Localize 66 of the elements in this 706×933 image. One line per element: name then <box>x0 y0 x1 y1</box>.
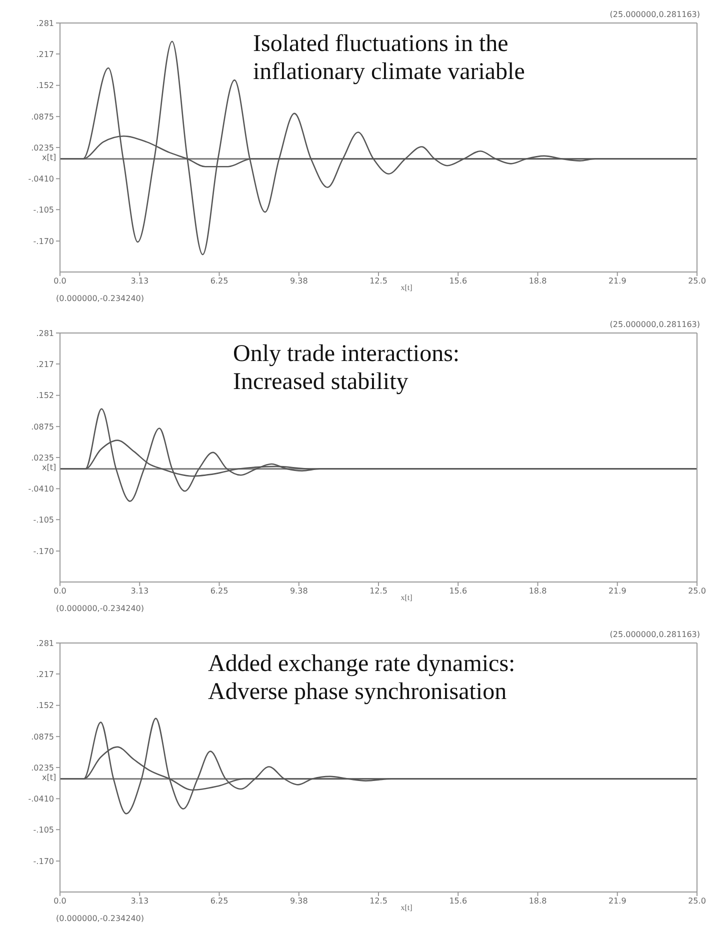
text: (25.000000,0.281163) <box>610 320 700 329</box>
x-tick-label: 9.38 <box>290 586 308 596</box>
x-tick-label: 18.8 <box>528 276 547 286</box>
x-tick-label: 0.0 <box>54 896 66 906</box>
text: Only trade interactions: Increased stability <box>233 340 460 396</box>
x-tick-label: 15.6 <box>449 896 468 906</box>
x-tick-label: 9.38 <box>290 276 308 286</box>
y-tick-label: -.105 <box>33 825 54 834</box>
x-tick-label: 3.13 <box>130 896 149 906</box>
text: Added exchange rate dynamics: Adverse phase synchronisation <box>208 650 516 706</box>
y-tick-label: -.170 <box>33 856 54 866</box>
x-tick-label: 25.0 <box>688 276 706 286</box>
x-axis-title: x[t] <box>400 903 413 912</box>
y-tick-label: .152 <box>36 81 54 90</box>
y-tick-label: .217 <box>36 670 54 679</box>
x-tick-label: 12.5 <box>370 896 388 906</box>
y-tick-label: .217 <box>36 50 54 59</box>
x-tick-label: 15.6 <box>449 586 468 596</box>
x-tick-label: 15.6 <box>449 276 468 286</box>
y-tick-label: .0875 <box>31 422 54 432</box>
x-tick-label: 3.13 <box>130 276 149 286</box>
y-tick-label: -.170 <box>33 546 54 556</box>
y-tick-label: -.0410 <box>28 484 54 494</box>
y-axis-title: x[t] <box>42 153 56 162</box>
y-tick-label: .281 <box>36 638 54 648</box>
y-tick-label: -.105 <box>33 205 54 214</box>
x-axis-title: x[t] <box>400 283 413 292</box>
text: (0.000000,-0.234240) <box>56 294 144 303</box>
x-tick-label: 12.5 <box>370 586 388 596</box>
x-tick-label: 9.38 <box>290 896 308 906</box>
text: (0.000000,-0.234240) <box>56 604 144 613</box>
x-tick-label: 6.25 <box>210 586 228 596</box>
y-tick-label: .0875 <box>31 732 54 742</box>
y-tick-label: -.0410 <box>28 174 54 184</box>
text: Isolated fluctuations in the inflationary climate variable <box>253 30 525 86</box>
text: (0.000000,-0.234240) <box>56 914 144 923</box>
x-tick-label: 21.9 <box>608 896 626 906</box>
x-tick-label: 25.0 <box>688 586 706 596</box>
x-tick-label: 18.8 <box>528 586 547 596</box>
y-tick-label: .0235 <box>31 143 54 152</box>
y-tick-label: .281 <box>36 328 54 338</box>
y-tick-label: .152 <box>36 391 54 400</box>
y-tick-label: .281 <box>36 18 54 28</box>
y-axis-title: x[t] <box>42 773 56 782</box>
y-tick-label: .0235 <box>31 453 54 462</box>
x-tick-label: 21.9 <box>608 586 626 596</box>
x-tick-label: 18.8 <box>528 896 547 906</box>
y-tick-label: .217 <box>36 360 54 369</box>
text: (25.000000,0.281163) <box>610 10 700 19</box>
x-tick-label: 6.25 <box>210 276 228 286</box>
x-tick-label: 6.25 <box>210 896 228 906</box>
x-axis-title: x[t] <box>400 593 413 602</box>
x-tick-label: 25.0 <box>688 896 706 906</box>
y-tick-label: .0875 <box>31 112 54 122</box>
x-tick-label: 3.13 <box>130 586 149 596</box>
y-tick-label: -.105 <box>33 515 54 524</box>
text: (25.000000,0.281163) <box>610 630 700 639</box>
y-tick-label: .152 <box>36 701 54 710</box>
x-tick-label: 0.0 <box>54 276 66 286</box>
x-tick-label: 12.5 <box>370 276 388 286</box>
y-tick-label: .0235 <box>31 763 54 772</box>
y-axis-title: x[t] <box>42 463 56 472</box>
x-tick-label: 0.0 <box>54 586 66 596</box>
y-tick-label: -.0410 <box>28 794 54 804</box>
x-tick-label: 21.9 <box>608 276 626 286</box>
y-tick-label: -.170 <box>33 236 54 246</box>
